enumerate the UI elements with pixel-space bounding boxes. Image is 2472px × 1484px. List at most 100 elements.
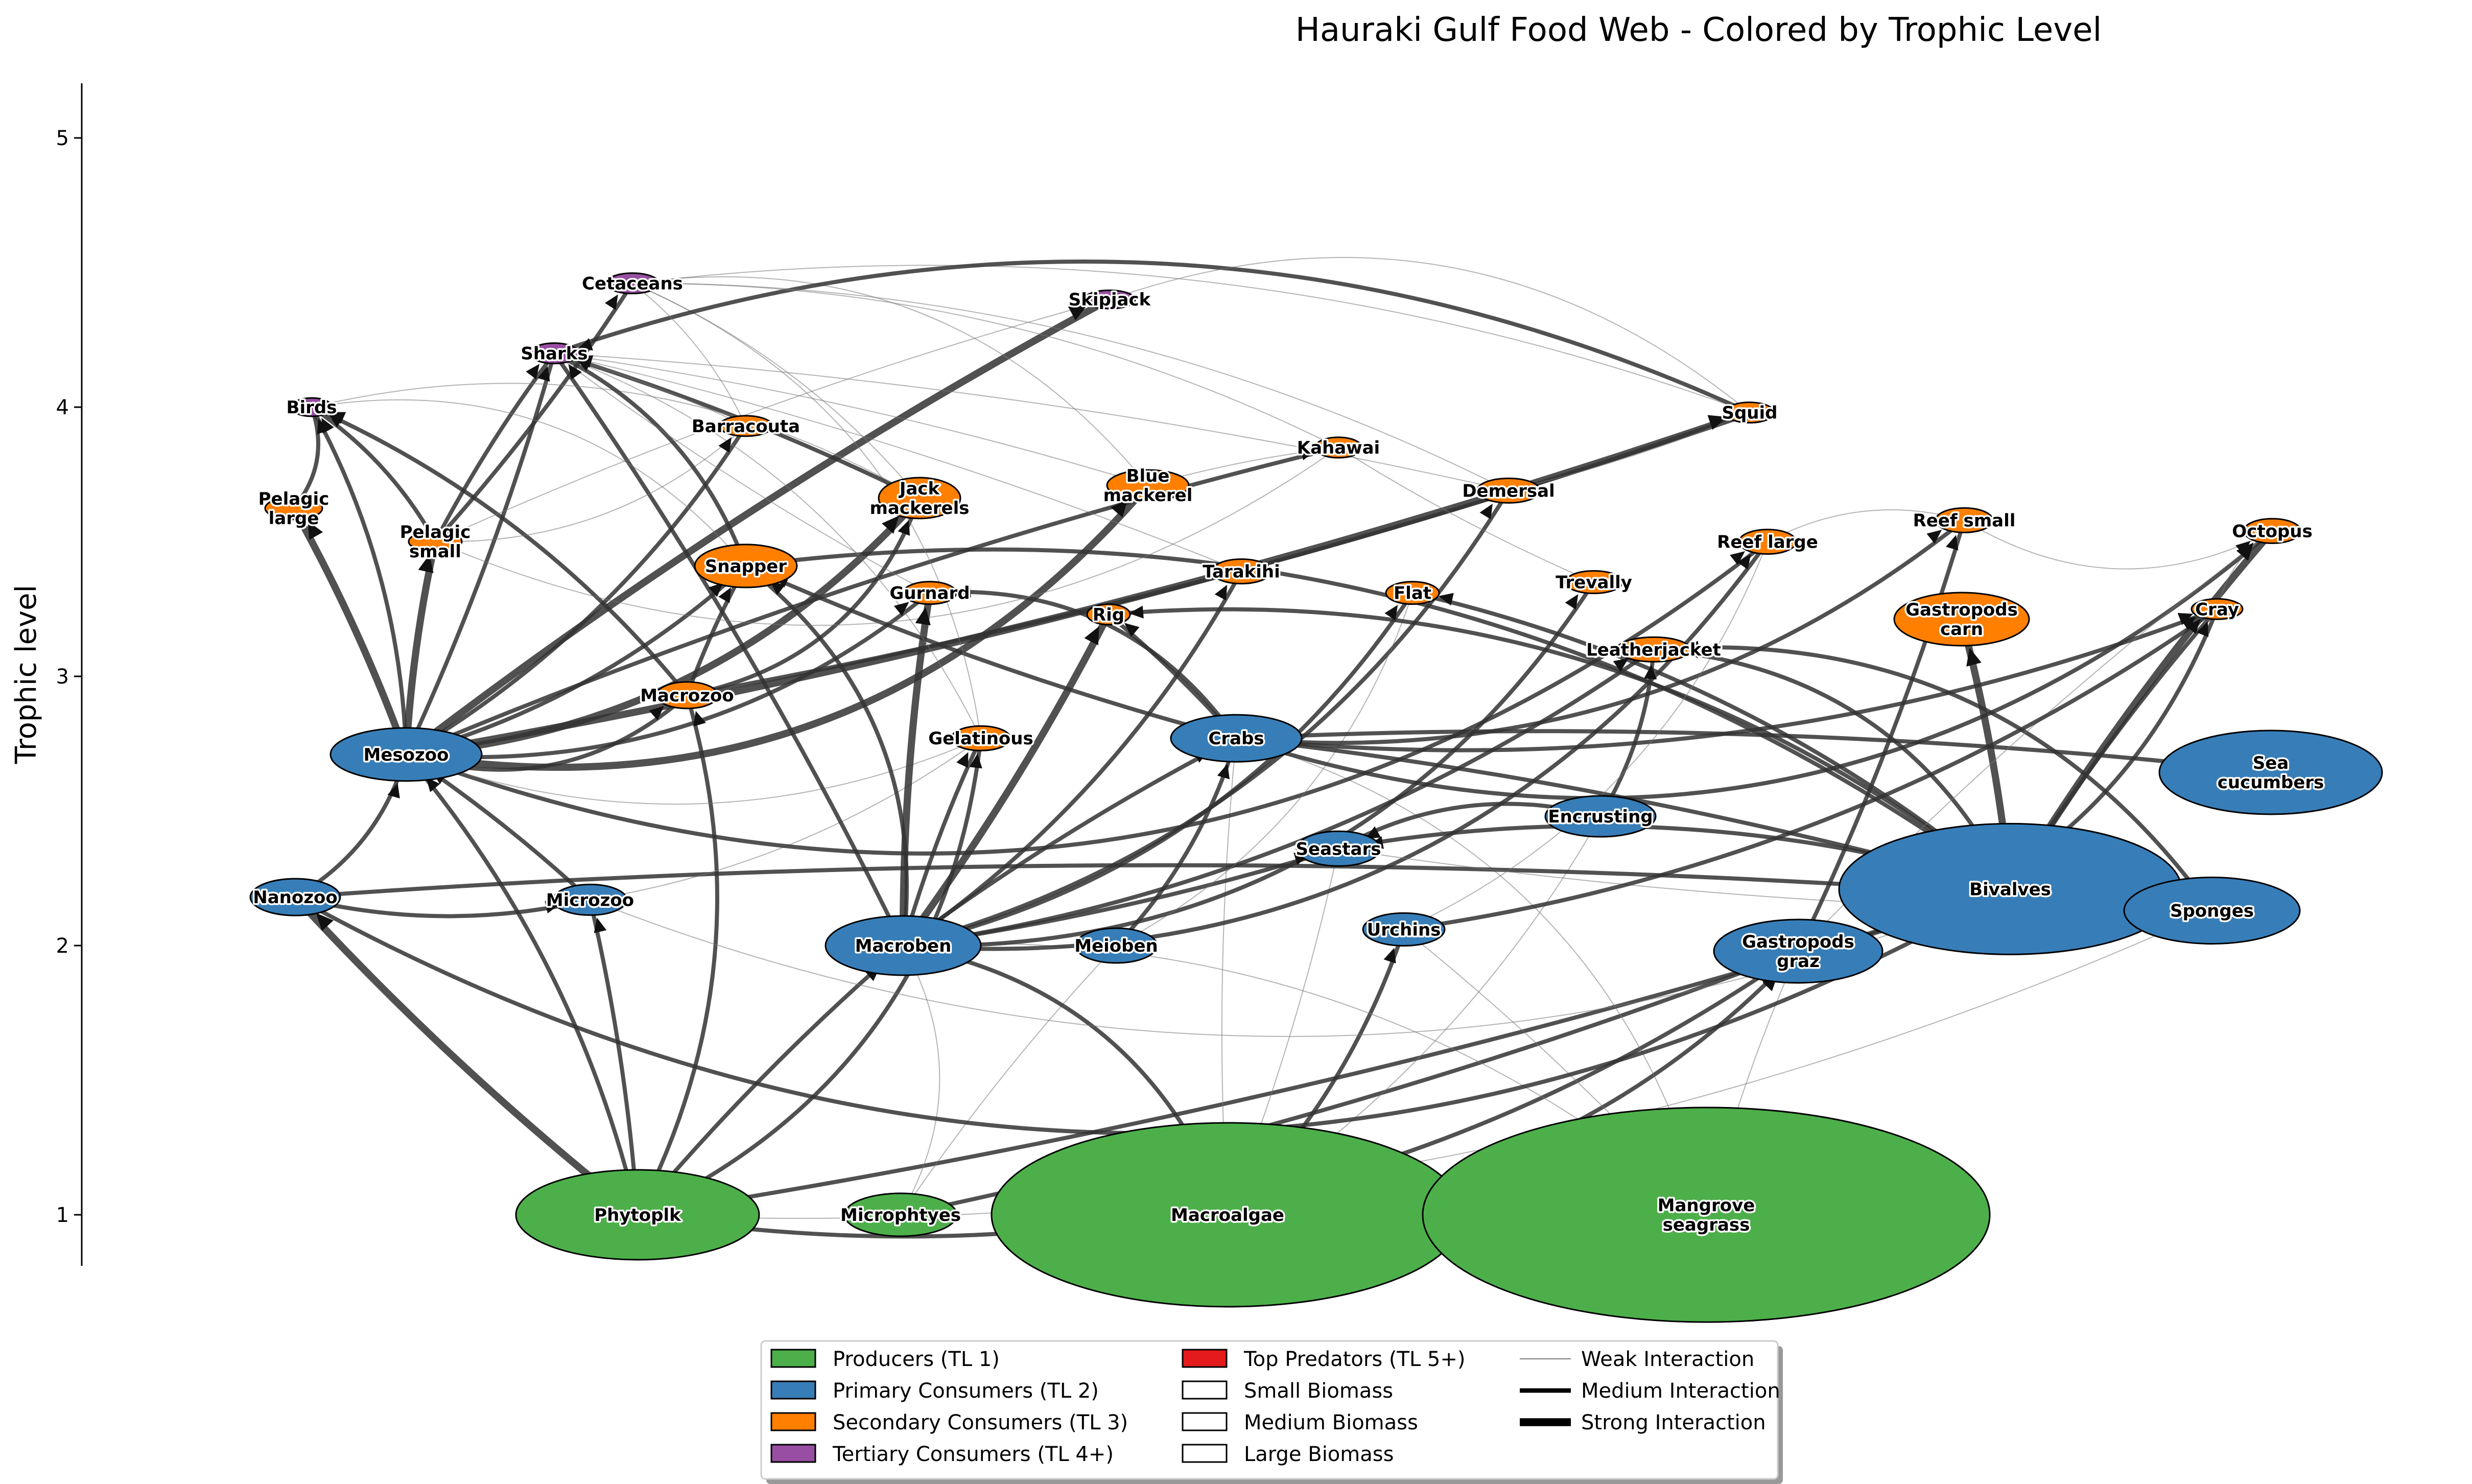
node-sponges [2123,876,2301,945]
edge-tarakihi-sharks [554,352,1242,572]
y-axis-ticks: 1 2 3 4 5 [56,127,82,1227]
arrowhead-macroben-sharks [568,364,582,380]
y-tick-label-5: 5 [56,127,69,150]
edge-pelagic_small-barracouta [435,426,746,543]
node-label-jack_mackerels-1: mackerels [869,498,969,519]
node-gastropods_carn [1893,592,2030,647]
node-microzoo [552,883,628,916]
node-cray [2191,598,2244,620]
node-label-pelagic_large-0: Pelagic [258,489,329,509]
edge-mesozoo-pelagic_large [290,506,410,756]
node-rig [1086,603,1131,626]
edge-squid-skipjack [1109,256,1750,413]
node-label-skipjack: Skipjack [1069,290,1151,310]
node-label-gastropods_graz-0: Gastropods [1742,932,1854,952]
node-crabs [1170,714,1303,763]
node-meioben [1074,927,1158,964]
edge-microphytes-macroben [900,945,940,1215]
legend-swatch-0 [770,1349,816,1368]
legend-swatch-2 [770,1412,816,1431]
arrowhead-bivalves-gastropods_carn [1966,648,1982,667]
node-label-phytoplk: Phytoplk [594,1205,681,1226]
arrowhead-macroben-rig [1084,626,1099,646]
node-label-nanozoo: Nanozoo [253,887,337,908]
chart-title: Hauraki Gulf Food Web - Colored by Troph… [1296,11,2102,49]
edge-squid-sharks [553,259,1751,415]
edge-pelagic_small-cetaceans [434,282,634,543]
y-tick-label-3: 3 [56,665,69,689]
edge-phytoplk-microzoo [588,899,640,1215]
arrowhead-macroben-gelatinous [956,752,969,768]
edge-macroben-gurnard [899,592,933,946]
arrowhead-mesozoo-pelagic_small [418,554,434,573]
arrowhead-bivalves-rig [1128,605,1144,619]
arrowhead-mesozoo-reef_large [1730,551,1745,566]
arrowhead-pelagic_small-cetaceans [605,294,618,310]
node-microphytes [843,1192,958,1237]
node-mangrove [1422,1106,1991,1323]
edge-urchins-cray [1403,607,2219,932]
node-blue_mackerel [1106,469,1190,502]
node-label-sea_cucumbers-1: cucumbers [2218,772,2324,793]
arrowhead-meioben-crabs [1217,764,1230,780]
arrowhead-phytoplk-macrozoo [693,711,706,727]
arrowhead-macroben-gurnard [915,607,931,626]
node-label-meioben: Meioben [1074,936,1158,956]
arrowhead-mesozoo-macrozoo [649,705,664,720]
edge-crabs-octopus [1235,529,2274,800]
edge-macroben-demersal [902,489,1511,948]
edge-mesozoo-blue_mackerel [405,483,1151,771]
edge-squid-cetaceans [632,265,1750,413]
arrowhead-macrozoo-snapper [718,587,731,603]
node-mesozoo [329,727,483,782]
edge-barracouta-cetaceans [632,282,746,427]
legend-label-3: Tertiary Consumers (TL 4+) [832,1443,1114,1466]
node-gelatinous [950,725,1011,751]
edge-gurnard-sharks [554,352,930,594]
node-label-reef_small: Reef small [1913,510,2016,531]
arrowhead-macroben-demersal [1479,504,1493,520]
legend-label-9: Medium Interaction [1581,1379,1780,1403]
edge-microphytes-meioben [900,945,1117,1215]
node-label-gelatinous: Gelatinous [928,728,1033,749]
edge-microzoo-gelatinous [590,738,981,901]
arrowhead-crabs-rig [1124,623,1140,637]
node-tarakihi [1211,558,1272,584]
legend-label-4: Top Predators (TL 5+) [1243,1348,1465,1371]
edge-phytoplk-nanozoo [292,894,640,1218]
edge-mesozoo-reef_large [405,540,1769,856]
node-label-macroben: Macroben [855,936,952,956]
edge-mesozoo-skipjack [404,296,1112,758]
node-octopus [2243,517,2302,544]
arrowhead-pelagic_small-sharks [526,364,540,380]
legend-label-1: Primary Consumers (TL 2) [833,1379,1099,1403]
arrowhead-crabs-reef_small [1926,530,1942,544]
arrowhead-bivalves-octopus [2236,543,2254,561]
arrowhead-mesozoo-blue_mackerel [1110,499,1128,517]
arrowhead-bivalves-flat [1438,593,1454,606]
edge-gelatinous-cetaceans [632,282,981,739]
node-label-gastropods_carn-1: carn [1940,619,1983,640]
node-label-cray: Cray [2195,599,2239,620]
arrowhead-encrusting-seastars [1365,826,1381,839]
arrowhead-nanozoo-mesozoo [387,783,400,798]
arrowhead-pelagic_large-birds [317,418,329,435]
node-label-leatherjacket: Leatherjacket [1586,640,1721,660]
arrowhead-mesozoo-pelagic_large [308,521,323,540]
edge-gastropods_graz-reef_small [1796,520,1966,952]
node-birds [290,397,333,417]
node-barracouta [718,415,773,437]
node-label-sea_cucumbers-0: Sea [2253,753,2289,773]
edge-mesozoo-kahawai [405,445,1339,757]
legend-swatch-4 [1182,1349,1228,1368]
arrowhead-urchins-cray [2180,617,2197,630]
edge-reef_small-reef_large [1767,509,1965,543]
edge-sea_cucumbers-crabs [1236,729,2271,774]
node-leatherjacket [1616,636,1691,663]
arrowhead-mesozoo-kahawai [1300,447,1316,461]
edge-pelagic_small-birds [310,405,437,543]
edge-crabs-reef_small [1236,519,1966,745]
arrowhead-squid-sharks [577,338,593,350]
node-macrozoo [655,681,719,710]
arrowhead-macroben-trevally [1565,594,1579,610]
